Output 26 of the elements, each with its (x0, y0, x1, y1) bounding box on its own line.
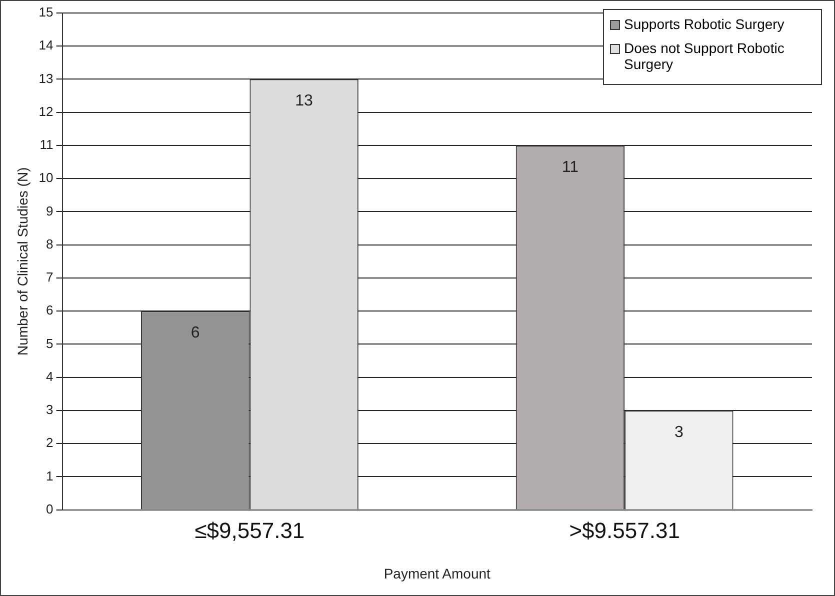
y-tick-label: 4 (46, 368, 54, 384)
y-tick-label: 8 (46, 236, 54, 252)
x-tick-label: ≤$9,557.31 (194, 518, 305, 544)
y-tick-label: 1 (46, 468, 54, 484)
legend-label: Does not Support Robotic Surgery (624, 40, 786, 72)
x-tick-label: >$9.557.31 (569, 518, 680, 544)
data-label: 11 (562, 158, 579, 176)
y-tick-label: 7 (46, 270, 54, 285)
y-tick-label: 3 (46, 402, 54, 418)
x-axis-title: Payment Amount (384, 565, 491, 582)
y-tick-label: 14 (38, 38, 54, 53)
legend-label: Supports Robotic Surgery (624, 16, 784, 32)
y-tick-label: 5 (46, 336, 54, 351)
y-axis-title: Number of Clinical Studies (N) (14, 167, 30, 356)
y-tick-label: 0 (46, 501, 54, 516)
y-tick-label: 15 (38, 4, 54, 20)
y-tick-label: 13 (38, 70, 54, 86)
data-label: 3 (674, 424, 684, 441)
y-tick-label: 6 (46, 302, 54, 318)
y-tick-label: 11 (40, 137, 54, 152)
y-tick-label: 12 (38, 104, 54, 119)
y-tick-label: 2 (46, 435, 54, 450)
y-tick-label: 10 (38, 170, 54, 186)
y-tick-label: 9 (46, 203, 54, 218)
data-label: 6 (190, 324, 200, 342)
data-label: 13 (295, 92, 314, 110)
